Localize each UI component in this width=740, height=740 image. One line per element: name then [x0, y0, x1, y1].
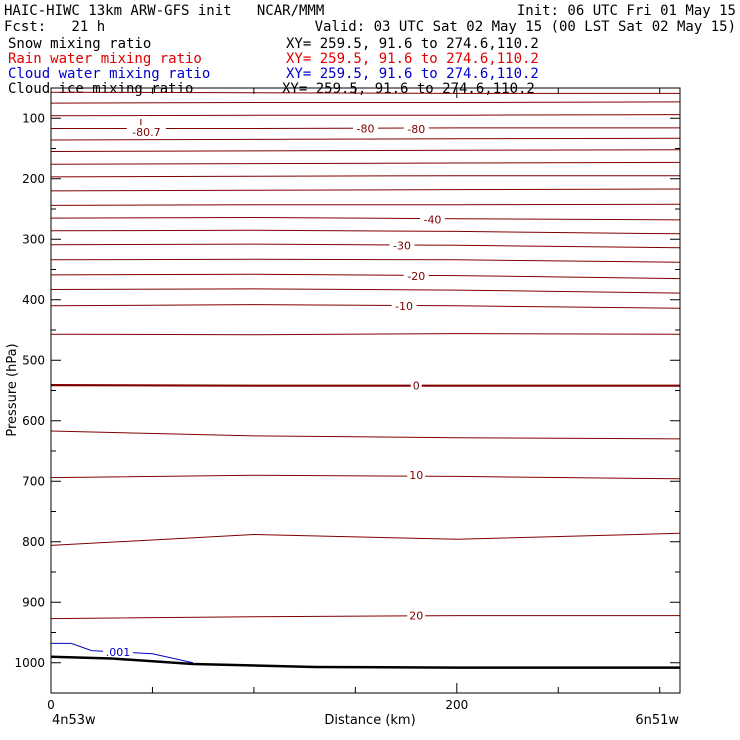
y-tick-label-300: 300	[22, 232, 45, 246]
temperature-contour-13	[50, 258, 681, 263]
contour-label-bg-16	[391, 298, 417, 312]
temperature-contour-10	[50, 216, 681, 221]
contour-label-18: 0	[413, 380, 420, 393]
x-endpoint-right: 6n51w	[635, 713, 679, 728]
x-axis-title: Distance (km)	[324, 713, 415, 728]
contour-label-bg-3	[353, 121, 378, 135]
contour-label-bg-18	[410, 378, 422, 392]
terrain-line	[50, 655, 680, 669]
temperature-contour-8	[50, 188, 681, 192]
header-valid: Valid: 03 UTC Sat 02 May 15 (00 LST Sat …	[314, 19, 736, 35]
temperature-contour-17	[50, 333, 681, 336]
contour-annotation-0: L	[139, 117, 146, 130]
temperature-contour-1	[50, 101, 681, 104]
y-tick-label-200: 200	[22, 172, 45, 186]
contour-label-22: 20	[409, 610, 423, 623]
contour-label-20: 10	[409, 469, 423, 482]
field-name-rain: Rain water mixing ratio	[8, 51, 202, 67]
temperature-contour-12	[50, 243, 681, 249]
field-name-snow: Snow mixing ratio	[8, 36, 152, 52]
temperature-contour-22	[50, 615, 680, 620]
contour-label-bg-10	[419, 212, 445, 226]
contour-label-bg-22	[407, 608, 426, 622]
y-tick-label-1000: 1000	[14, 656, 45, 670]
terrain-surface	[50, 655, 680, 669]
contour-annotation-1: -80.7	[132, 126, 160, 139]
temperature-contour-15	[50, 288, 681, 294]
temperature-contour-20	[50, 474, 681, 480]
contour-label-10: -40	[423, 213, 441, 226]
plot-frame	[50, 87, 681, 694]
contour-label-14: -20	[407, 270, 425, 283]
y-tick-label-500: 500	[22, 353, 45, 367]
annotation-bg-2	[403, 122, 429, 136]
field-xy-rain: XY= 259.5, 91.6 to 274.6,110.2	[286, 51, 539, 67]
contour-label-16: -10	[395, 300, 413, 313]
cloud-water-line	[51, 642, 194, 664]
contour-label-bg-20	[407, 468, 426, 482]
field-xy-cloud-ice: XY= 259.5, 91.6 to 274.6,110.2	[282, 81, 535, 97]
temperature-contour-2	[50, 114, 681, 117]
header-fcst: Fcst: 21 h	[4, 19, 106, 35]
y-tick-label-400: 400	[22, 293, 45, 307]
x-tick-label-0: 0	[47, 698, 55, 712]
x-tick-label-200: 200	[445, 698, 468, 712]
x-endpoint-left: 4n53w	[52, 713, 96, 728]
cloud-water-label-bg	[102, 644, 133, 658]
contour-label-12: -30	[393, 239, 411, 252]
temperature-contour-9	[50, 203, 681, 206]
y-tick-label-600: 600	[22, 414, 45, 428]
contour-label-3: -80	[357, 123, 375, 136]
temperature-contour-18	[50, 384, 680, 387]
temperature-contour-6	[50, 161, 681, 165]
contour-label-bg-12	[389, 238, 415, 252]
temperature-contour-21	[50, 532, 681, 546]
temperature-contour-11	[50, 229, 681, 235]
header-init: Init: 06 UTC Fri 01 May 15	[516, 3, 736, 19]
y-tick-label-800: 800	[22, 535, 45, 549]
y-tick-label-900: 900	[22, 595, 45, 609]
temperature-contour-16	[50, 304, 681, 309]
contour-label-bg-14	[403, 269, 429, 283]
y-tick-label-700: 700	[22, 474, 45, 488]
temperature-contour-5	[50, 149, 681, 152]
temperature-contour-14	[50, 273, 681, 280]
y-tick-label-100: 100	[22, 111, 45, 125]
cloud-water-label: .001	[106, 646, 131, 659]
field-name-cloud-water: Cloud water mixing ratio	[8, 66, 211, 82]
temperature-contour-0	[50, 91, 680, 94]
temperature-contour-4	[50, 137, 681, 141]
y-axis-title: Pressure (hPa)	[5, 343, 20, 436]
temperature-contour-19	[50, 430, 681, 440]
header-title: HAIC-HIWC 13km ARW-GFS init NCAR/MMM	[4, 3, 325, 19]
contour-annotation-2: -80	[407, 123, 425, 136]
temperature-contours: -80 -40 -30 -20 -10 0 10 20 L-80.7 -80	[50, 91, 681, 623]
cloud-water-contour: .001	[51, 642, 194, 664]
annotation-bg-1	[126, 125, 166, 139]
temperature-contour-7	[50, 175, 680, 178]
field-xy-cloud-water: XY= 259.5, 91.6 to 274.6,110.2	[286, 66, 539, 82]
annotation-bg-0	[136, 116, 148, 130]
field-xy-snow: XY= 259.5, 91.6 to 274.6,110.2	[286, 36, 539, 52]
